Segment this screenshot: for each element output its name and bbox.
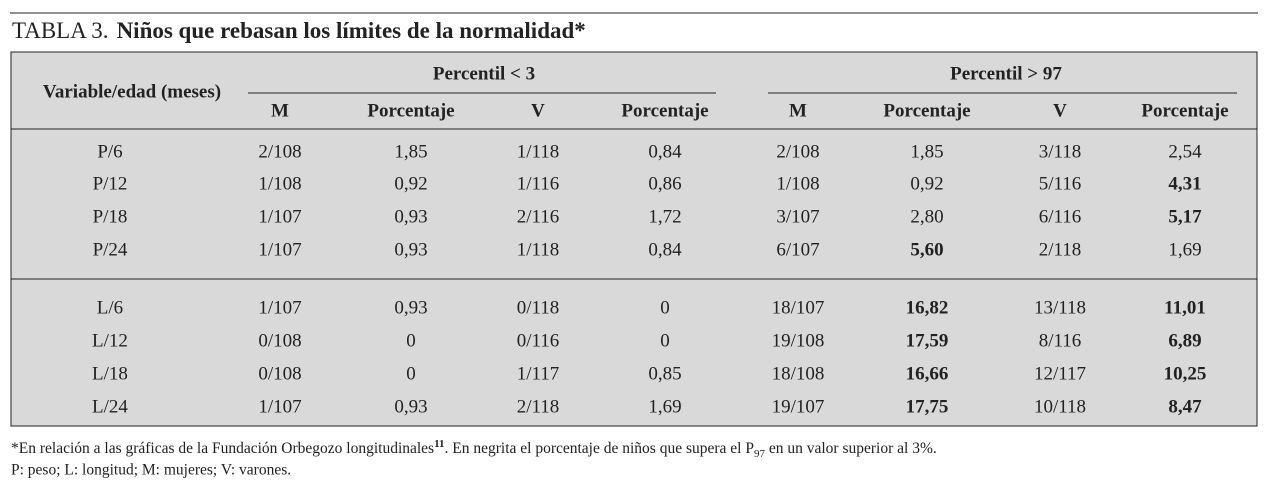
cell: 1,72 bbox=[648, 206, 681, 227]
cell: 1/118 bbox=[517, 239, 560, 260]
cell: 1/107 bbox=[258, 396, 301, 417]
cell: 2/108 bbox=[258, 141, 301, 162]
legend: P: peso; L: longitud; M: mujeres; V: var… bbox=[11, 462, 291, 479]
cell: 0 bbox=[660, 297, 670, 318]
row-label: P/24 bbox=[93, 239, 128, 260]
column-header: V bbox=[531, 100, 545, 121]
cell: 11,01 bbox=[1164, 297, 1206, 318]
cell: 1,85 bbox=[910, 141, 943, 162]
row-label: L/24 bbox=[92, 396, 128, 417]
cell: 18/107 bbox=[772, 297, 825, 318]
footnote-sup: 11 bbox=[434, 438, 444, 450]
cell: 19/107 bbox=[772, 396, 825, 417]
cell: 8,47 bbox=[1168, 396, 1202, 417]
row-label: L/6 bbox=[97, 297, 123, 318]
cell: 5,60 bbox=[910, 239, 943, 260]
row-label: P/12 bbox=[93, 173, 128, 194]
cell: 19/108 bbox=[772, 330, 825, 351]
cell: 1/107 bbox=[258, 239, 301, 260]
column-header: M bbox=[271, 100, 289, 121]
cell: 0/108 bbox=[258, 330, 301, 351]
cell: 0 bbox=[660, 330, 670, 351]
footnote: *En relación a las gráficas de la Fundac… bbox=[11, 438, 937, 460]
cell: 10/118 bbox=[1034, 396, 1086, 417]
cell: 0,93 bbox=[394, 297, 427, 318]
cell: 5/116 bbox=[1039, 173, 1082, 194]
cell: 0 bbox=[406, 330, 416, 351]
column-header: V bbox=[1053, 100, 1067, 121]
cell: 0,84 bbox=[648, 239, 682, 260]
footnote-text: en un valor superior al 3%. bbox=[765, 440, 937, 457]
table-box bbox=[10, 51, 1258, 427]
cell: 16,82 bbox=[906, 297, 949, 318]
row-label: P/6 bbox=[97, 141, 122, 162]
cell: 4,31 bbox=[1168, 173, 1201, 194]
cell: 6,89 bbox=[1168, 330, 1201, 351]
row-label: P/18 bbox=[93, 206, 128, 227]
cell: 2/118 bbox=[517, 396, 560, 417]
group-header: Percentil < 3 bbox=[433, 63, 535, 84]
cell: 8/116 bbox=[1039, 330, 1082, 351]
row-header: Variable/edad (meses) bbox=[43, 81, 221, 102]
cell: 2,54 bbox=[1168, 141, 1202, 162]
cell: 3/107 bbox=[776, 206, 819, 227]
cell: 3/118 bbox=[1039, 141, 1082, 162]
footnote-text: . En negrita el porcentaje de niños que … bbox=[445, 440, 754, 457]
cell: 1/107 bbox=[258, 297, 301, 318]
cell: 1/108 bbox=[776, 173, 819, 194]
title: TABLA 3. Niños que rebasan los límites de… bbox=[12, 18, 586, 43]
cell: 0/118 bbox=[517, 297, 560, 318]
cell: 18/108 bbox=[772, 363, 825, 384]
table-title: Niños que rebasan los límites de la norm… bbox=[117, 18, 586, 43]
cell: 6/116 bbox=[1039, 206, 1082, 227]
cell: 13/118 bbox=[1034, 297, 1086, 318]
cell: 2/108 bbox=[776, 141, 819, 162]
cell: 1,69 bbox=[648, 396, 681, 417]
cell: 6/107 bbox=[776, 239, 819, 260]
cell: 0/108 bbox=[258, 363, 301, 384]
column-header: Porcentaje bbox=[883, 100, 970, 121]
cell: 1/117 bbox=[517, 363, 560, 384]
cell: 17,75 bbox=[906, 396, 949, 417]
cell: 1,69 bbox=[1168, 239, 1201, 260]
column-header: Porcentaje bbox=[367, 100, 454, 121]
cell: 10,25 bbox=[1164, 363, 1207, 384]
cell: 0/116 bbox=[517, 330, 560, 351]
cell: 5,17 bbox=[1168, 206, 1202, 227]
cell: 0,92 bbox=[910, 173, 943, 194]
footnote-text: *En relación a las gráficas de la Fundac… bbox=[11, 440, 434, 457]
column-header: Porcentaje bbox=[621, 100, 708, 121]
cell: 0,93 bbox=[394, 396, 427, 417]
cell: 2/116 bbox=[517, 206, 560, 227]
row-label: L/12 bbox=[92, 330, 128, 351]
column-header: M bbox=[789, 100, 807, 121]
table-label: TABLA 3. bbox=[12, 18, 109, 43]
row-label: L/18 bbox=[92, 363, 128, 384]
cell: 1,85 bbox=[394, 141, 427, 162]
cell: 0 bbox=[406, 363, 416, 384]
cell: 0,86 bbox=[648, 173, 681, 194]
cell: 2,80 bbox=[910, 206, 943, 227]
footnote-sub: 97 bbox=[754, 448, 766, 460]
cell: 2/118 bbox=[1039, 239, 1082, 260]
column-header: Porcentaje bbox=[1141, 100, 1228, 121]
cell: 1/118 bbox=[517, 141, 560, 162]
group-header: Percentil > 97 bbox=[950, 63, 1062, 84]
cell: 0,93 bbox=[394, 206, 427, 227]
cell: 0,85 bbox=[648, 363, 681, 384]
cell: 16,66 bbox=[906, 363, 949, 384]
cell: 1/108 bbox=[258, 173, 301, 194]
cell: 12/117 bbox=[1034, 363, 1086, 384]
cell: 17,59 bbox=[906, 330, 949, 351]
cell: 0,84 bbox=[648, 141, 682, 162]
cell: 1/107 bbox=[258, 206, 301, 227]
cell: 1/116 bbox=[517, 173, 560, 194]
cell: 0,92 bbox=[394, 173, 427, 194]
cell: 0,93 bbox=[394, 239, 427, 260]
